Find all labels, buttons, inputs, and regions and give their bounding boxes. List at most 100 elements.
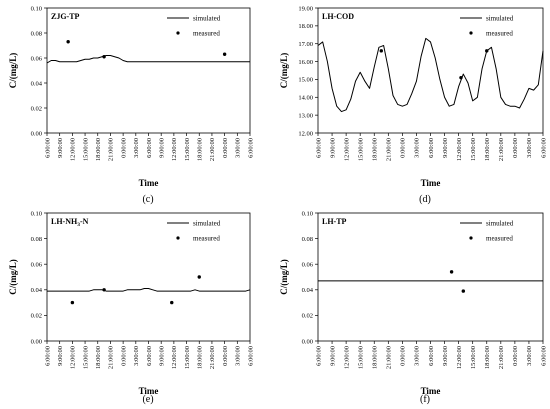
- chart-1-xtick-label-12: 18:00:00: [484, 138, 491, 161]
- chart-3-xtick-label-1: 9:00:00: [329, 346, 336, 366]
- chart-0-xtick-label-8: 6:00:00: [146, 138, 153, 158]
- chart-0-measured-point-0: [66, 40, 70, 44]
- chart-1-xtick-label-4: 18:00:00: [372, 138, 379, 161]
- chart-0-ytick-label-4: 0.08: [31, 30, 42, 37]
- chart-2-measured-point-2: [170, 300, 174, 305]
- chart-0-xtick-label-1: 9:00:00: [57, 138, 64, 158]
- chart-1-xtick-label-8: 6:00:00: [428, 138, 435, 158]
- chart-3-xtick-label-12: 18:00:00: [484, 346, 491, 369]
- chart-2-xtick-label-3: 15:00:00: [82, 346, 89, 369]
- chart-3-xtick-label-10: 12:00:00: [456, 346, 463, 369]
- chart-3-ylabel: C/(mg/L): [279, 259, 289, 295]
- chart-3-xtick-label-8: 6:00:00: [428, 346, 435, 366]
- chart-2-legend-simulated: simulated: [193, 219, 221, 227]
- chart-0-xtick-label-11: 15:00:00: [184, 138, 191, 161]
- chart-1-xtick-label-15: 3:00:00: [526, 138, 533, 158]
- chart-0-title: ZJG-TP: [51, 12, 80, 21]
- chart-3-xlabel: Time: [421, 386, 441, 396]
- chart-2-xtick-label-12: 18:00:00: [197, 346, 204, 369]
- chart-1-xtick-label-0: 6:00:00: [315, 138, 322, 158]
- chart-0-simulated-line: [46, 55, 250, 64]
- chart-3-caption: (f): [420, 394, 430, 405]
- chart-0-plot-frame: [46, 7, 251, 134]
- chart-2-xtick-label-5: 21:00:00: [108, 346, 115, 369]
- chart-1-legend-measured: measured: [486, 29, 513, 37]
- chart-3-legend-measured: measured: [486, 234, 513, 242]
- chart-0-xtick-label-13: 21:00:00: [209, 138, 216, 161]
- chart-3-xtick-label-2: 12:00:00: [343, 346, 350, 369]
- chart-0-xtick-label-3: 15:00:00: [82, 138, 89, 161]
- chart-3-xtick-label-7: 3:00:00: [414, 346, 421, 366]
- chart-1-xtick-label-2: 12:00:00: [343, 138, 350, 161]
- chart-1-simulated-line: [317, 37, 544, 113]
- chart-1-title: LH-COD: [322, 12, 354, 21]
- chart-1-caption: (d): [419, 194, 431, 205]
- chart-0-xtick-label-14: 0:00:00: [222, 138, 229, 158]
- chart-1-xtick-label-1: 9:00:00: [329, 138, 336, 158]
- chart-0-measured-point-2: [222, 52, 227, 56]
- chart-3-legend-marker-swatch: [469, 236, 473, 240]
- chart-2-xlabel: Time: [139, 386, 159, 396]
- chart-2-xtick-label-16: 6:00:00: [247, 346, 254, 366]
- chart-0-xtick-label-5: 21:00:00: [108, 138, 115, 161]
- chart-3-ytick-label-1: 0.02: [302, 313, 313, 320]
- chart-2-plot-frame: [46, 212, 251, 342]
- chart-1-measured-point-1: [459, 75, 463, 80]
- chart-0-xtick-label-7: 3:00:00: [133, 138, 140, 158]
- chart-1-xtick-label-5: 21:00:00: [386, 138, 393, 161]
- chart-3-xtick-label-0: 6:00:00: [315, 346, 322, 366]
- chart-1-legend-simulated: simulated: [486, 14, 514, 22]
- chart-1-legend-marker-swatch: [469, 31, 473, 35]
- chart-1-ytick-label-0: 12.00: [298, 130, 313, 137]
- chart-1-ytick-label-7: 19.00: [298, 5, 313, 12]
- chart-2-ytick-label-2: 0.04: [31, 287, 43, 294]
- chart-3-ytick-label-4: 0.08: [302, 236, 313, 243]
- chart-2-ytick-label-4: 0.08: [31, 236, 42, 243]
- chart-0-xtick-label-9: 9:00:00: [158, 138, 165, 158]
- chart-0-legend-marker-swatch: [176, 31, 180, 35]
- chart-0-measured-point-1: [102, 55, 106, 59]
- chart-0-ytick-label-3: 0.06: [31, 55, 43, 62]
- chart-1-xtick-label-9: 9:00:00: [442, 138, 449, 158]
- chart-1-ylabel: C/(mg/L): [279, 53, 289, 89]
- chart-3-xtick-label-14: 0:00:00: [512, 346, 519, 366]
- chart-1-xtick-label-16: 6:00:00: [540, 138, 547, 158]
- chart-2-ylabel: C/(mg/L): [8, 259, 18, 295]
- chart-3-xtick-label-6: 0:00:00: [400, 346, 407, 366]
- chart-2-measured-point-0: [70, 300, 75, 305]
- chart-0-xtick-label-12: 18:00:00: [197, 138, 204, 161]
- chart-3-ytick-label-3: 0.06: [302, 262, 314, 269]
- chart-2: 0.00 0.02 0.04 0.06 0.08 0.10 6:00:00 9:00:00 12…: [8, 210, 254, 405]
- chart-1-xtick-label-7: 3:00:00: [414, 138, 421, 158]
- chart-3-xtick-label-3: 15:00:00: [357, 346, 364, 369]
- chart-2-xtick-label-11: 15:00:00: [184, 346, 191, 369]
- chart-3-ytick-label-0: 0.00: [302, 338, 313, 345]
- chart-1-ytick-label-2: 14.00: [298, 95, 313, 102]
- chart-2-legend-measured: measured: [193, 234, 220, 242]
- chart-2-xtick-label-15: 3:00:00: [235, 346, 242, 366]
- chart-0-ytick-label-2: 0.04: [31, 80, 43, 87]
- chart-0-xtick-label-16: 6:00:00: [247, 138, 254, 158]
- chart-2-xtick-label-10: 12:00:00: [171, 346, 178, 369]
- chart-0-legend-simulated: simulated: [193, 14, 221, 22]
- chart-1-xtick-label-3: 15:00:00: [357, 138, 364, 161]
- chart-3-xtick-label-4: 18:00:00: [372, 346, 379, 369]
- chart-2-xtick-label-7: 3:00:00: [133, 346, 140, 366]
- chart-3-plot-frame: [317, 212, 544, 342]
- chart-1-xtick-label-6: 0:00:00: [400, 138, 407, 158]
- chart-2-xtick-label-14: 0:00:00: [222, 346, 229, 366]
- chart-3-ytick-label-2: 0.04: [302, 287, 314, 294]
- chart-2-xtick-label-13: 21:00:00: [209, 346, 216, 369]
- chart-0-xlabel: Time: [139, 178, 159, 188]
- chart-1-measured-point-0: [379, 49, 383, 53]
- chart-0-xtick-label-6: 0:00:00: [120, 138, 127, 158]
- chart-0-xtick-label-10: 12:00:00: [171, 138, 178, 161]
- chart-0-ylabel: C/(mg/L): [8, 53, 18, 89]
- chart-0-caption: (c): [142, 194, 153, 205]
- chart-0-ytick-label-5: 0.10: [31, 5, 42, 12]
- chart-1-ytick-label-1: 13.00: [298, 112, 313, 119]
- chart-2-ytick-label-5: 0.10: [31, 210, 42, 217]
- chart-3-ytick-label-5: 0.10: [302, 210, 313, 217]
- chart-3-xtick-label-16: 6:00:00: [540, 346, 547, 366]
